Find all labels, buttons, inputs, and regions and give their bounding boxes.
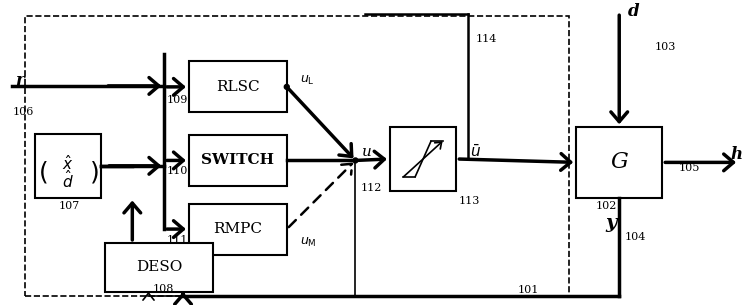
Text: 103: 103 [654, 42, 676, 52]
Circle shape [284, 84, 290, 89]
Bar [390, 127, 456, 191]
Bar [188, 203, 287, 255]
Text: 109: 109 [167, 95, 188, 105]
Text: $\hat{x}$: $\hat{x}$ [63, 154, 74, 173]
Text: RMPC: RMPC [213, 222, 262, 236]
Text: $u_{\rm L}$: $u_{\rm L}$ [299, 74, 314, 87]
Text: 105: 105 [679, 163, 700, 173]
Text: $u_{\rm M}$: $u_{\rm M}$ [299, 236, 316, 249]
Text: y: y [605, 214, 617, 232]
Bar [576, 127, 662, 198]
Text: h: h [730, 146, 742, 163]
Text: 108: 108 [152, 284, 173, 294]
Text: 110: 110 [167, 166, 188, 176]
Text: 113: 113 [458, 196, 480, 206]
Text: RLSC: RLSC [216, 80, 259, 94]
Text: G: G [610, 151, 628, 173]
Text: r: r [15, 71, 24, 88]
Bar [188, 61, 287, 112]
Text: $\bar{u}$: $\bar{u}$ [470, 144, 481, 160]
Text: 114: 114 [476, 34, 498, 44]
Text: $($: $($ [38, 159, 48, 185]
Text: u: u [362, 145, 372, 159]
Text: 104: 104 [625, 232, 646, 242]
Text: d: d [628, 3, 639, 20]
Text: 106: 106 [12, 107, 34, 117]
Text: 112: 112 [360, 183, 382, 193]
Circle shape [353, 158, 358, 163]
Text: SWITCH: SWITCH [201, 153, 274, 167]
Text: DESO: DESO [136, 260, 182, 274]
Bar [25, 16, 569, 296]
Bar [106, 243, 213, 292]
Text: $)$: $)$ [89, 159, 98, 185]
Bar [188, 135, 287, 186]
Text: 102: 102 [596, 201, 617, 210]
Text: 107: 107 [58, 201, 79, 210]
Text: 111: 111 [167, 235, 188, 245]
Bar [35, 134, 102, 198]
Text: $\hat{d}$: $\hat{d}$ [63, 169, 74, 191]
Text: 101: 101 [517, 285, 538, 295]
